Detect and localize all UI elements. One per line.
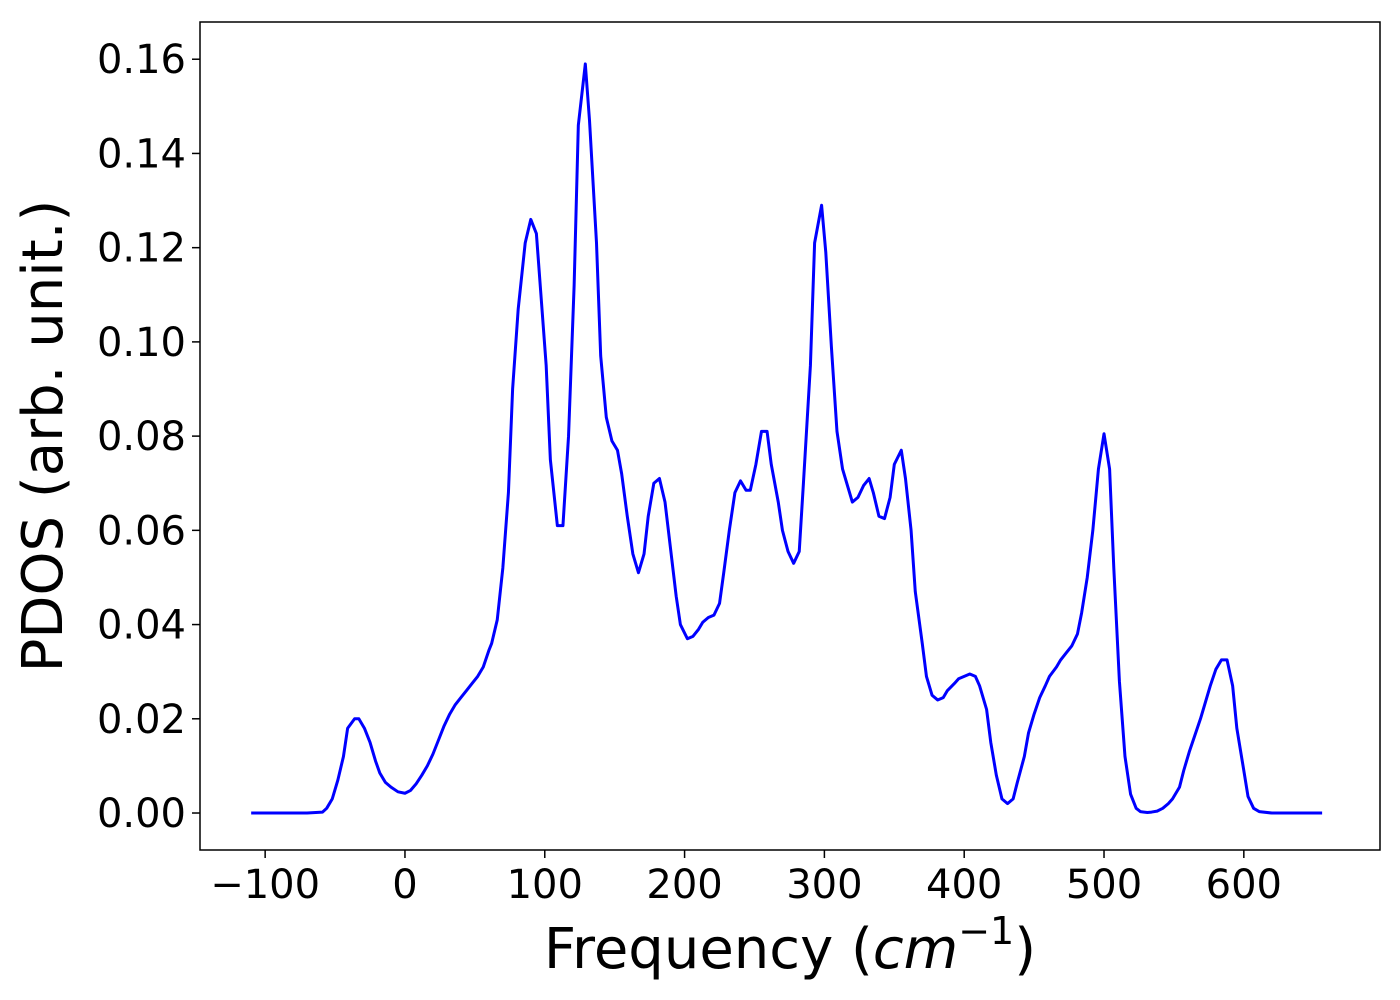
y-tick-label: 0.02 — [97, 697, 186, 743]
x-axis-label-exponent: −1 — [958, 909, 1014, 953]
y-axis-label: PDOS (arb. unit.) — [11, 200, 76, 673]
x-tick-label: 500 — [1066, 862, 1142, 908]
y-tick-label: 0.06 — [97, 508, 186, 554]
plot-frame — [199, 21, 1381, 851]
data-line — [251, 62, 1323, 815]
y-tick-label: 0.12 — [97, 226, 186, 272]
x-tick-label: 300 — [786, 862, 862, 908]
y-tick-label: 0.16 — [97, 37, 186, 83]
y-tick-label: 0.10 — [97, 320, 186, 366]
x-axis-label-close: ) — [1014, 917, 1036, 982]
x-tick-label: 200 — [646, 862, 722, 908]
x-tick-label: 600 — [1206, 862, 1282, 908]
x-axis-label-text: Frequency ( — [544, 917, 873, 982]
x-axis-label-unit: cm — [873, 917, 958, 982]
y-tick-label: 0.08 — [97, 414, 186, 460]
x-tick-label: 400 — [926, 862, 1002, 908]
x-tick-label: 0 — [392, 862, 417, 908]
y-tick-label: 0.04 — [97, 603, 186, 649]
x-axis-label: Frequency (cm−1) — [544, 909, 1036, 982]
x-tick-label: −100 — [210, 862, 320, 908]
y-tick-label: 0.00 — [97, 791, 186, 837]
x-tick-label: 100 — [507, 862, 583, 908]
y-tick-label: 0.14 — [97, 131, 186, 177]
